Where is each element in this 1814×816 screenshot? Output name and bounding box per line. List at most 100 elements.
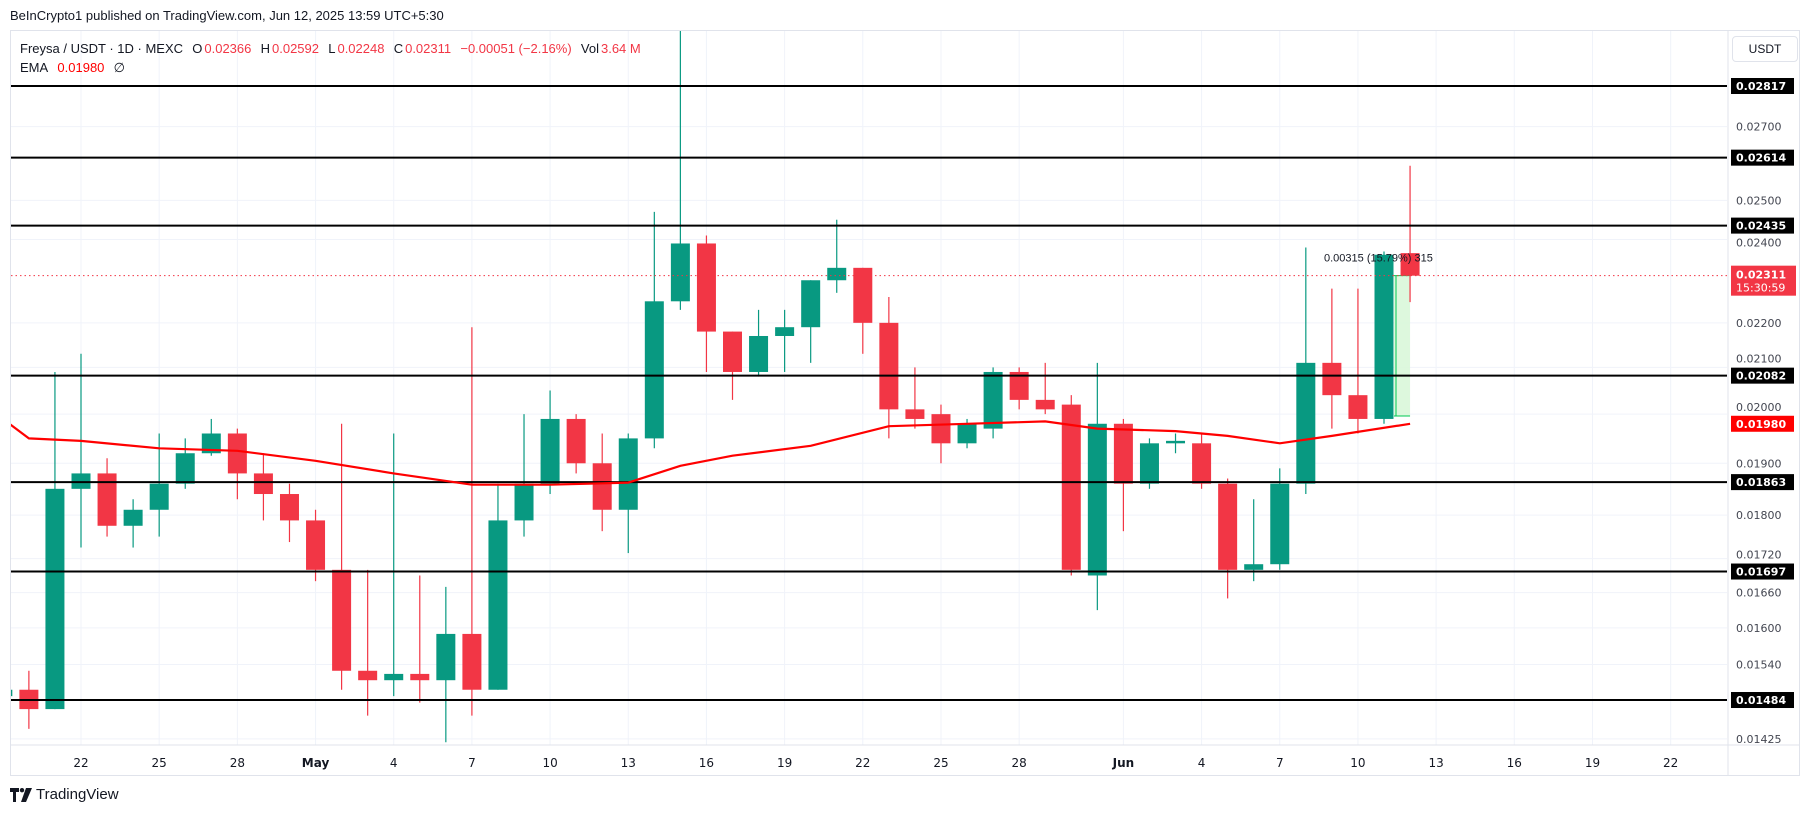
candle-body: [1113, 423, 1133, 484]
time-tick-label: Jun: [1112, 756, 1135, 770]
time-tick-label: 16: [699, 756, 714, 770]
symbol-label[interactable]: Freysa / USDT · 1D · MEXC: [20, 41, 184, 56]
candle-body: [149, 483, 169, 510]
candle: [566, 414, 586, 474]
candle: [71, 353, 91, 548]
candle: [1270, 468, 1290, 570]
candle: [1244, 499, 1264, 582]
candle: [1192, 433, 1212, 489]
candle: [436, 586, 456, 743]
time-tick-label: 4: [390, 756, 398, 770]
currency-button[interactable]: USDT: [1732, 36, 1798, 62]
ema-price-badge: [1731, 415, 1794, 432]
time-tick-label: 22: [1663, 756, 1678, 770]
level-price-badge: [1731, 692, 1794, 709]
close-value: 0.02311: [405, 41, 452, 56]
candle: [827, 219, 847, 293]
time-tick-label: May: [302, 756, 330, 770]
candle: [1139, 438, 1159, 489]
price-tick-label: 0.01600: [1736, 622, 1782, 635]
ohlc-row: Freysa / USDT · 1D · MEXC O 0.02366 H 0.02…: [20, 39, 643, 58]
price-tick-label: 0.01900: [1736, 457, 1782, 470]
candle-body: [462, 633, 482, 690]
candle: [1061, 395, 1081, 576]
candle: [253, 453, 273, 521]
candle: [879, 297, 899, 439]
candle-body: [696, 243, 716, 332]
time-tick-label: 22: [73, 756, 88, 770]
candle-body: [253, 473, 273, 495]
time-tick-label: 4: [1198, 756, 1206, 770]
measure-box: [1394, 275, 1411, 417]
candle-body: [201, 433, 221, 454]
candle-body: [670, 243, 690, 302]
candle: [1035, 362, 1055, 415]
level-price-badge: [1731, 367, 1794, 384]
candle: [410, 575, 430, 703]
level-price-label: 0.02614: [1736, 152, 1786, 165]
ema-line: [11, 420, 1411, 486]
ema-row[interactable]: EMA 0.01980 ∅: [20, 58, 643, 77]
level-price-label: 0.01697: [1736, 566, 1786, 579]
time-tick-label: 7: [468, 756, 476, 770]
candle: [514, 414, 534, 537]
volume-value: 3.64 M: [600, 41, 641, 56]
bar-countdown-label: 15:30:59: [1736, 282, 1785, 295]
candle: [1348, 288, 1368, 434]
high-value: 0.02592: [272, 41, 319, 56]
candle-body: [11, 689, 13, 697]
candle: [749, 309, 769, 377]
level-price-badge: [1731, 149, 1794, 166]
candle-body: [801, 280, 821, 328]
candle-body: [1322, 362, 1342, 396]
candle: [983, 367, 1003, 439]
candle-body: [1061, 404, 1081, 570]
candle: [905, 367, 925, 429]
candle-body: [1139, 443, 1159, 484]
time-tick-label: 10: [542, 756, 557, 770]
tradingview-logo[interactable]: TradingView: [10, 786, 119, 803]
price-tick-label: 0.02200: [1736, 317, 1782, 330]
time-tick-label: 25: [152, 756, 167, 770]
time-tick-label: 16: [1507, 756, 1522, 770]
level-price-badge: [1731, 217, 1794, 234]
candle: [45, 371, 65, 710]
candle-body: [384, 673, 404, 681]
candle-body: [749, 335, 769, 372]
candle: [149, 433, 169, 537]
candle-body: [1035, 399, 1055, 410]
candle: [1087, 362, 1107, 611]
low-value: 0.02248: [337, 41, 385, 56]
ema-label: EMA: [20, 60, 49, 75]
price-tick-label: 0.01660: [1736, 587, 1782, 600]
candle-body: [540, 418, 560, 484]
price-tick-label: 0.01720: [1736, 549, 1782, 562]
candle-body: [853, 267, 873, 323]
candle-body: [1244, 564, 1264, 570]
candle-body: [1087, 423, 1107, 576]
price-tick-label: 0.01540: [1736, 659, 1782, 672]
chart-frame: [10, 30, 1800, 776]
candle: [1322, 288, 1342, 429]
candle: [931, 404, 951, 464]
candle: [175, 438, 195, 489]
change-value: −0.00051 (−2.16%): [460, 41, 572, 56]
candle: [1113, 418, 1133, 532]
ema-value: 0.01980: [57, 60, 105, 75]
candle-body: [1192, 443, 1212, 484]
candle-body: [488, 520, 508, 690]
candle-body: [1400, 253, 1420, 276]
time-tick-label: 13: [1428, 756, 1443, 770]
candle-body: [1166, 440, 1186, 444]
candle-body: [123, 509, 143, 526]
candle-body: [644, 301, 664, 439]
logo-text: TradingView: [36, 786, 119, 803]
candle: [227, 428, 247, 500]
candle: [332, 423, 352, 690]
candle: [358, 569, 378, 716]
candle: [723, 331, 742, 400]
last-price-badge: [1731, 265, 1796, 296]
candle: [462, 327, 482, 716]
candle-body: [436, 633, 456, 681]
